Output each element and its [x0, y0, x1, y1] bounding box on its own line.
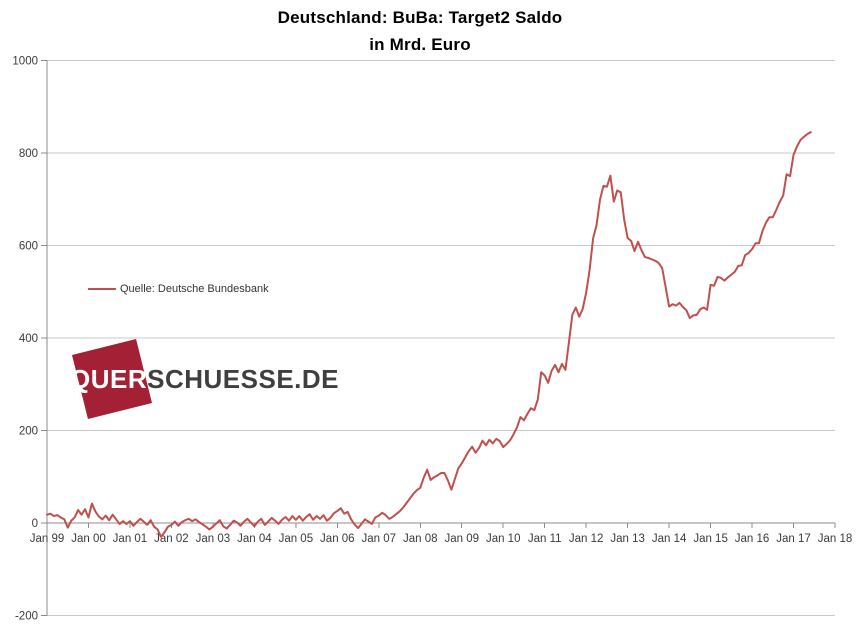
x-axis-label-12: Jan 11 — [528, 533, 562, 545]
x-axis-label-19: Jan 18 — [818, 533, 853, 545]
x-axis-label-0: Jan 99 — [30, 533, 65, 545]
x-axis-label-4: Jan 03 — [196, 533, 231, 545]
x-axis-label-5: Jan 04 — [237, 533, 272, 545]
x-axis-label-10: Jan 09 — [444, 533, 479, 545]
x-axis-label-16: Jan 15 — [693, 533, 728, 545]
querschuesse-watermark: QUERSCHUESSE.DE — [62, 338, 339, 424]
x-axis-label-9: Jan 08 — [403, 533, 438, 545]
legend-label: Quelle: Deutsche Bundesbank — [120, 283, 269, 295]
x-axis-label-18: Jan 17 — [776, 533, 811, 545]
x-axis-label-11: Jan 10 — [486, 533, 521, 545]
logo-text-quer: QUER — [70, 364, 148, 394]
y-axis-label-600: 600 — [19, 241, 38, 253]
legend-line-swatch — [88, 288, 116, 290]
x-axis-label-17: Jan 16 — [735, 533, 770, 545]
x-axis-label-1: Jan 00 — [71, 533, 106, 545]
x-axis-label-6: Jan 05 — [279, 533, 314, 545]
x-axis-label-13: Jan 12 — [569, 533, 604, 545]
chart-title: Deutschland: BuBa: Target2 Saldo in Mrd.… — [0, 4, 840, 58]
y-axis-label-800: 800 — [19, 148, 38, 160]
x-axis-label-2: Jan 01 — [113, 533, 148, 545]
x-axis-label-8: Jan 07 — [362, 533, 397, 545]
logo-text: QUERSCHUESSE.DE — [70, 364, 339, 395]
chart-title-line1: Deutschland: BuBa: Target2 Saldo — [277, 8, 563, 27]
logo-text-schuesse: SCHUESSE.DE — [147, 364, 340, 394]
x-axis-label-15: Jan 14 — [652, 533, 687, 545]
x-axis-label-7: Jan 06 — [320, 533, 355, 545]
y-axis-label--200: -200 — [15, 611, 38, 623]
y-axis-label-1000: 1000 — [12, 56, 38, 68]
chart-title-line2: in Mrd. Euro — [369, 35, 471, 54]
y-axis-label-400: 400 — [19, 333, 38, 345]
y-axis-label-200: 200 — [19, 426, 38, 438]
target2-saldo-series — [46, 131, 812, 538]
legend: Quelle: Deutsche Bundesbank — [88, 283, 269, 295]
y-axis-label-0: 0 — [32, 518, 38, 530]
x-axis-label-14: Jan 13 — [610, 533, 645, 545]
